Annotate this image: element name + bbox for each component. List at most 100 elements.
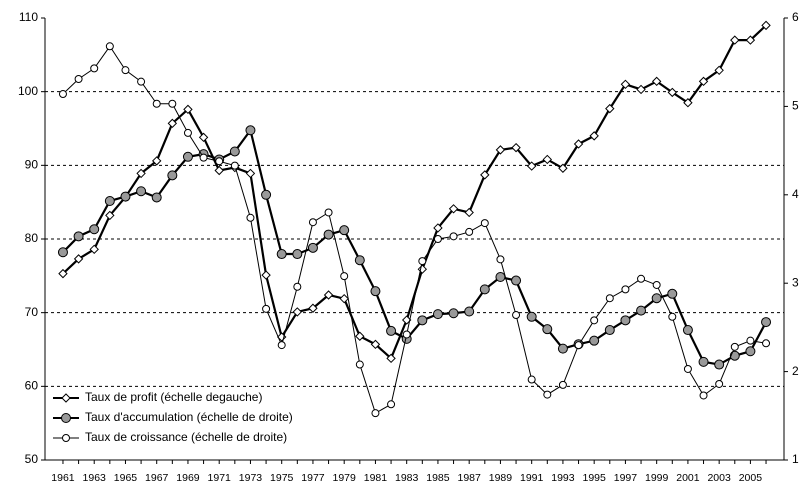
point (495, 272, 506, 283)
point (604, 325, 615, 336)
point (527, 375, 536, 384)
x-tick-label: 2003 (707, 472, 731, 484)
point (762, 339, 771, 348)
point (745, 35, 756, 45)
point (292, 249, 303, 260)
y-tick-label: 60 (25, 379, 39, 393)
point (58, 90, 67, 99)
point (433, 235, 442, 243)
point (589, 335, 600, 346)
x-tick-label: 1967 (145, 472, 169, 484)
point (386, 353, 396, 364)
point (261, 189, 272, 200)
point (151, 192, 162, 203)
point (120, 191, 131, 202)
point (730, 342, 739, 351)
point (667, 288, 678, 299)
point (558, 163, 568, 173)
point (714, 65, 724, 76)
point (199, 153, 208, 162)
point (761, 20, 771, 31)
point (183, 104, 193, 115)
point (745, 346, 756, 357)
y-tick-label: 100 (18, 84, 38, 98)
point (448, 308, 459, 319)
point (620, 79, 631, 90)
point (308, 218, 317, 227)
point (152, 99, 161, 108)
point (73, 231, 84, 242)
x-tick-label: 1993 (551, 472, 575, 484)
point (276, 249, 287, 260)
x-tick-label: 1975 (270, 472, 294, 484)
y2-tick-label: 3 (792, 275, 799, 289)
y-tick-label: 110 (19, 10, 38, 24)
legend-marker (61, 413, 71, 423)
point (402, 330, 411, 339)
y-tick-label: 50 (25, 452, 39, 466)
point (683, 98, 693, 108)
point (542, 154, 553, 165)
series-line (62, 24, 767, 361)
point (230, 161, 239, 170)
point (698, 76, 709, 87)
y2-tick-label: 2 (792, 364, 799, 378)
series (58, 42, 771, 418)
point (104, 195, 115, 206)
point (121, 66, 130, 75)
point (464, 207, 474, 218)
point (339, 293, 349, 304)
point (323, 229, 334, 240)
x-tick-label: 1981 (364, 472, 388, 484)
point (558, 380, 567, 389)
point (682, 325, 693, 336)
point (355, 360, 364, 369)
point (543, 390, 552, 399)
point (668, 312, 677, 321)
x-tick-label: 1979 (333, 472, 357, 484)
point (574, 341, 583, 350)
point (57, 247, 68, 258)
x-tick-label: 1991 (520, 472, 544, 484)
x-tick-label: 1971 (208, 472, 232, 484)
point (262, 304, 271, 313)
point (651, 76, 662, 87)
point (292, 307, 303, 317)
y-tick-label: 80 (25, 231, 39, 245)
x-tick-label: 1961 (51, 472, 75, 484)
point (307, 242, 318, 253)
point (496, 255, 505, 264)
point (449, 232, 458, 241)
point (182, 151, 193, 162)
x-tick-label: 1963 (83, 472, 107, 484)
point (324, 208, 333, 217)
x-tick-label: 1969 (176, 472, 200, 484)
point (761, 317, 772, 328)
point (746, 336, 755, 345)
point (590, 316, 599, 325)
point (448, 204, 459, 214)
x-tick-label: 1999 (645, 472, 669, 484)
y-tick-label: 90 (25, 158, 39, 172)
point (418, 257, 427, 266)
point (245, 168, 256, 179)
point (479, 284, 490, 295)
point (386, 325, 397, 336)
point (636, 305, 647, 316)
point (651, 293, 662, 304)
point (620, 315, 631, 326)
point (605, 103, 615, 114)
point (573, 139, 584, 149)
point (323, 290, 334, 300)
point (167, 170, 178, 181)
point (401, 315, 412, 325)
point (229, 146, 240, 157)
series-line (62, 45, 767, 414)
point (480, 219, 489, 228)
point (557, 343, 568, 354)
y-tick-label: 70 (25, 305, 39, 319)
point (183, 128, 192, 137)
point (636, 84, 646, 95)
x-tick-label: 2005 (739, 472, 763, 484)
point (605, 294, 614, 303)
